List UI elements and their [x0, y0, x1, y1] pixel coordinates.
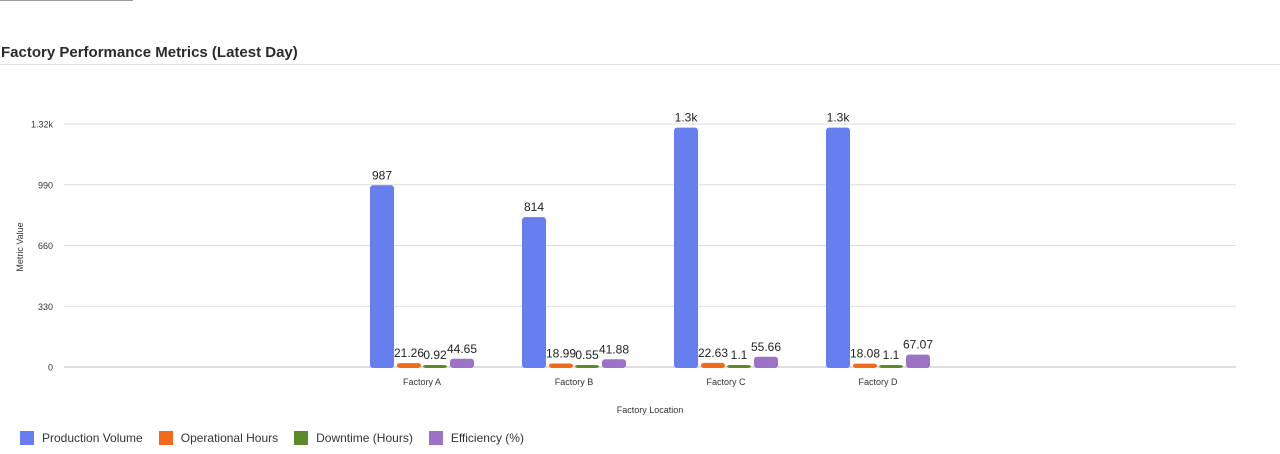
data-label: 1.1: [731, 348, 748, 362]
bar-production-volume: [674, 127, 698, 368]
bar-operational-hours: [701, 362, 725, 368]
data-label: 22.63: [698, 346, 728, 360]
bar-efficiency: [450, 358, 474, 368]
data-label: 0.55: [575, 348, 599, 362]
bar-production-volume: [370, 185, 394, 368]
legend-item[interactable]: Operational Hours: [158, 431, 279, 445]
page-header: Factory Performance Metrics (Latest Day): [0, 38, 1280, 65]
y-tick-label: 0: [48, 363, 53, 373]
page-title: Factory Performance Metrics (Latest Day): [1, 44, 298, 61]
bar-operational-hours: [549, 363, 573, 368]
data-label: 814: [524, 200, 544, 214]
bar-downtime-hours: [423, 365, 447, 368]
legend-item[interactable]: Downtime (Hours): [294, 431, 413, 445]
bar-efficiency: [906, 354, 930, 368]
bar-downtime-hours: [575, 365, 599, 368]
y-tick-label: 660: [38, 241, 53, 251]
bar-downtime-hours: [727, 365, 751, 368]
top-tab-indicator: [0, 0, 133, 1]
y-axis-title: Metric Value: [15, 222, 25, 271]
bar-production-volume: [826, 127, 850, 368]
legend-swatch: [20, 431, 34, 445]
data-label: 987: [372, 168, 392, 182]
data-label: 1.3k: [827, 111, 851, 125]
legend-label: Production Volume: [42, 431, 143, 445]
data-label: 67.07: [903, 338, 933, 352]
bar-downtime-hours: [879, 365, 903, 368]
legend-label: Operational Hours: [180, 431, 279, 445]
legend-item[interactable]: Production Volume: [20, 431, 143, 445]
data-label: 44.65: [447, 342, 477, 356]
y-tick-label: 990: [38, 180, 53, 190]
data-label: 21.26: [394, 346, 424, 360]
data-label: 18.08: [850, 347, 880, 361]
data-label: 0.92: [423, 348, 447, 362]
legend-label: Efficiency (%): [450, 431, 524, 445]
y-tick-label: 1.32k: [31, 120, 54, 130]
x-tick-label: Factory B: [555, 377, 594, 387]
x-tick-label: Factory C: [706, 377, 746, 387]
legend-swatch: [294, 431, 309, 445]
bar-operational-hours: [853, 363, 877, 368]
legend-item[interactable]: Efficiency (%): [428, 431, 524, 445]
x-axis-title: Factory Location: [617, 405, 684, 415]
bar-operational-hours: [397, 363, 421, 368]
y-tick-label: 330: [38, 302, 53, 312]
data-label: 41.88: [599, 342, 629, 356]
bar-efficiency: [602, 359, 626, 368]
data-label: 55.66: [751, 340, 781, 354]
data-label: 18.99: [546, 347, 576, 361]
data-label: 1.3k: [675, 111, 699, 125]
chart-legend: Production Volume Operational Hours Downti…: [20, 430, 540, 446]
x-tick-label: Factory A: [403, 377, 441, 387]
bar-production-volume: [522, 217, 546, 368]
data-label: 1.1: [883, 348, 900, 362]
legend-swatch: [158, 431, 173, 445]
legend-swatch: [428, 431, 443, 445]
bar-efficiency: [754, 356, 778, 368]
x-tick-label: Factory D: [858, 377, 898, 387]
legend-label: Downtime (Hours): [316, 431, 413, 445]
